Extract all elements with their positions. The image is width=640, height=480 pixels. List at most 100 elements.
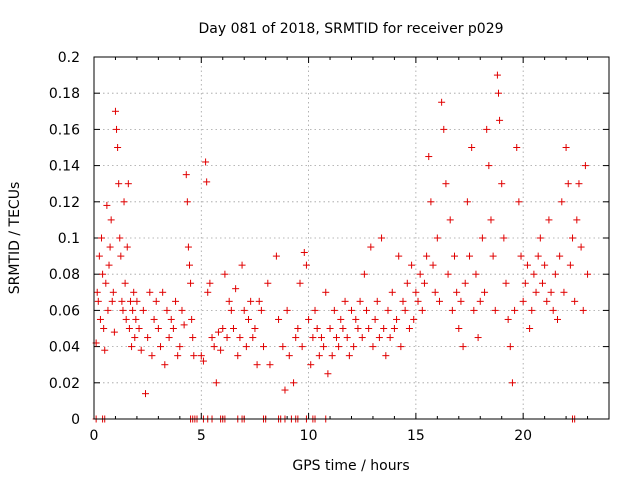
data-point	[337, 315, 345, 323]
data-point	[294, 325, 302, 332]
data-point	[116, 234, 124, 242]
data-point	[129, 306, 137, 314]
data-point	[369, 343, 377, 351]
data-point	[108, 297, 116, 305]
data-point	[425, 153, 433, 161]
data-point	[538, 279, 546, 287]
data-point	[440, 125, 448, 133]
data-point	[399, 297, 407, 305]
y-tick-label: 0.14	[49, 159, 80, 175]
data-point	[554, 315, 561, 323]
data-point	[523, 261, 531, 269]
data-point	[339, 325, 347, 332]
data-point	[163, 306, 171, 314]
data-point	[103, 201, 111, 209]
data-point	[296, 279, 304, 287]
data-point	[266, 361, 274, 369]
data-point	[161, 361, 169, 369]
data-point	[405, 325, 413, 332]
data-point	[93, 288, 101, 296]
data-point	[206, 279, 214, 287]
y-tick-label: 0.04	[49, 340, 80, 356]
data-point	[534, 252, 542, 260]
data-point	[502, 279, 510, 287]
data-point	[315, 352, 323, 360]
data-point	[513, 144, 521, 151]
data-point	[190, 352, 198, 360]
y-tick-label: 0.18	[49, 86, 80, 102]
data-point	[152, 297, 160, 305]
data-point	[298, 343, 306, 351]
data-point	[373, 297, 381, 305]
data-point	[221, 270, 229, 278]
data-point	[118, 297, 126, 305]
data-point	[199, 357, 207, 365]
data-point	[579, 306, 587, 314]
data-point	[457, 297, 465, 305]
data-point	[165, 334, 173, 342]
data-point	[115, 180, 123, 188]
data-point	[388, 288, 396, 296]
data-point	[283, 306, 291, 314]
data-point	[386, 334, 394, 342]
data-points	[92, 71, 592, 423]
data-point	[545, 216, 553, 224]
data-point	[532, 288, 540, 296]
data-point	[459, 343, 467, 351]
data-point	[360, 270, 368, 278]
data-point	[483, 125, 491, 133]
data-point	[560, 288, 568, 296]
data-point	[493, 71, 501, 79]
data-point	[378, 234, 386, 242]
data-point	[137, 346, 145, 354]
y-tick-label: 0.12	[49, 195, 80, 211]
data-point	[429, 261, 437, 269]
data-point	[313, 325, 321, 332]
data-point	[111, 107, 119, 115]
data-point	[178, 306, 186, 314]
data-point	[401, 306, 409, 314]
data-point	[264, 279, 272, 287]
x-axis-label: GPS time / hours	[292, 458, 409, 474]
data-point	[577, 243, 585, 251]
data-point	[240, 306, 248, 314]
data-point	[382, 352, 390, 360]
data-point	[496, 116, 504, 124]
data-point	[408, 261, 416, 269]
data-point	[380, 325, 388, 332]
data-point	[189, 334, 197, 342]
data-point	[356, 297, 364, 305]
data-point	[341, 297, 349, 305]
data-point	[257, 306, 265, 314]
data-point	[225, 297, 233, 305]
data-point	[526, 325, 534, 332]
data-point	[556, 252, 564, 260]
data-point	[324, 370, 332, 378]
data-point	[117, 252, 125, 260]
data-point	[110, 328, 118, 336]
data-point	[427, 198, 435, 206]
data-point	[384, 306, 392, 314]
data-point	[433, 234, 441, 242]
data-point	[363, 306, 371, 314]
data-point	[204, 288, 212, 296]
data-point	[188, 315, 196, 323]
data-point	[530, 270, 538, 278]
data-point	[558, 198, 566, 206]
data-point	[105, 261, 113, 269]
data-point	[309, 334, 317, 342]
data-point	[174, 352, 182, 360]
data-point	[253, 361, 261, 369]
data-point	[549, 306, 557, 314]
data-point	[348, 306, 355, 314]
data-point	[485, 162, 493, 170]
data-point	[99, 270, 107, 278]
data-point	[98, 234, 106, 242]
data-point	[121, 279, 129, 287]
plot-frame	[93, 56, 610, 420]
data-point	[371, 315, 379, 323]
data-point	[442, 180, 450, 188]
y-tick-label: 0.2	[58, 50, 80, 66]
data-point	[100, 325, 108, 332]
x-tick-label: 15	[407, 428, 425, 444]
